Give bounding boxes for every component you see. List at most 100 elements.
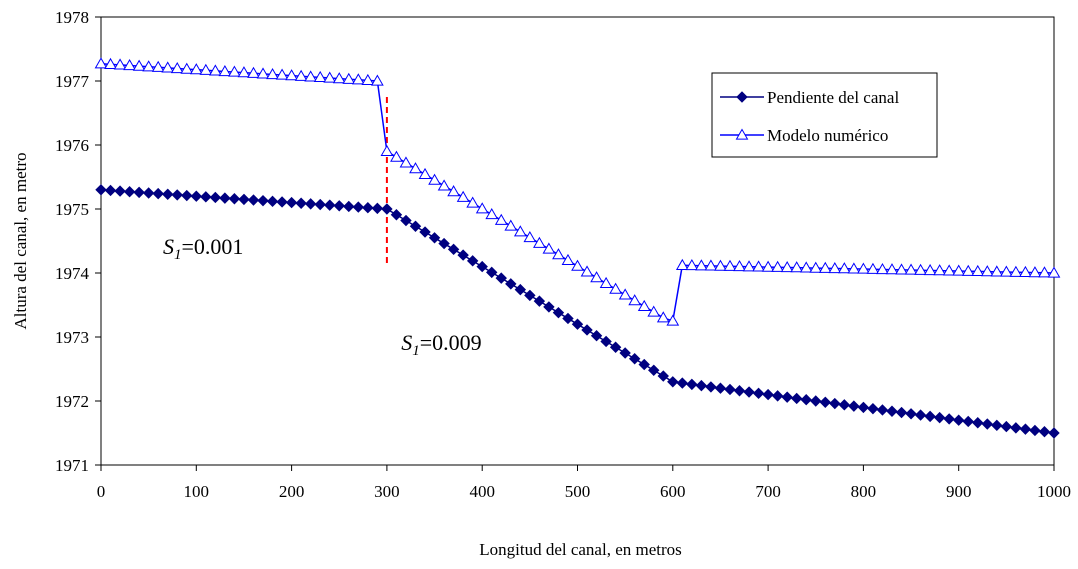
triangle-marker	[466, 196, 480, 208]
diamond-marker	[695, 379, 708, 392]
triangle-marker	[561, 253, 575, 266]
diamond-marker	[524, 289, 536, 302]
triangle-marker	[914, 263, 927, 275]
triangle-marker	[304, 70, 318, 82]
triangle-marker	[180, 62, 194, 74]
triangle-marker	[818, 261, 832, 273]
diamond-marker	[1029, 424, 1041, 437]
series-pendiente-del-canal	[95, 184, 1060, 439]
diamond-marker	[638, 358, 650, 371]
triangle-marker	[485, 208, 499, 220]
triangle-marker	[161, 61, 175, 73]
diamond-marker	[142, 187, 155, 199]
x-tick-label: 600	[660, 482, 686, 501]
y-tick-label: 1971	[55, 456, 89, 475]
diamond-marker	[781, 391, 793, 403]
diamond-marker	[943, 413, 955, 425]
triangle-marker	[247, 66, 260, 78]
diamond-marker	[667, 376, 679, 388]
legend-label: Modelo numérico	[767, 126, 888, 145]
diamond-marker	[190, 190, 203, 202]
triangle-marker	[142, 60, 156, 72]
slope-annotation: S1=0.001	[163, 234, 243, 263]
x-tick-label: 1000	[1037, 482, 1071, 501]
triangle-marker	[695, 259, 708, 271]
triangle-marker	[418, 167, 432, 179]
slope-subscript: 1	[174, 247, 182, 263]
slope-annotation: S1=0.009	[401, 330, 481, 359]
diamond-marker	[628, 353, 641, 365]
diamond-marker	[895, 406, 908, 419]
diamond-marker	[162, 188, 174, 200]
diamond-marker	[400, 214, 412, 227]
triangle-marker	[628, 294, 642, 306]
x-tick-label: 200	[279, 482, 305, 501]
y-tick-label: 1974	[55, 264, 90, 283]
triangle-marker	[735, 128, 749, 140]
diamond-marker	[838, 399, 851, 411]
diamond-marker	[476, 260, 488, 273]
diamond-marker	[1000, 420, 1013, 433]
legend: Pendiente del canal Modelo numérico	[711, 72, 938, 158]
triangle-marker	[256, 67, 270, 79]
diamond-marker	[514, 283, 527, 296]
diamond-marker	[447, 243, 460, 256]
triangle-marker	[475, 202, 489, 214]
diamond-marker	[209, 191, 222, 204]
diamond-marker	[114, 185, 126, 197]
diamond-marker	[552, 306, 565, 319]
diamond-marker	[123, 186, 136, 198]
diamond-marker	[343, 200, 355, 213]
diamond-marker	[419, 226, 431, 238]
triangle-marker	[294, 69, 308, 81]
series-layer	[94, 57, 1061, 439]
diamond-marker	[924, 410, 936, 423]
triangle-marker	[380, 144, 394, 157]
triangle-marker	[637, 299, 651, 311]
triangle-marker	[857, 262, 870, 274]
triangle-marker	[837, 262, 851, 274]
diamond-marker	[200, 191, 212, 203]
triangle-marker	[704, 259, 718, 271]
diamond-marker	[352, 201, 365, 213]
triangle-marker	[504, 219, 518, 231]
triangle-marker	[94, 57, 108, 69]
triangle-marker	[123, 58, 136, 71]
triangle-marker	[580, 265, 594, 277]
triangle-marker	[714, 259, 727, 271]
diamond-marker	[648, 364, 660, 376]
triangle-marker	[742, 260, 756, 272]
x-tick-label: 500	[565, 482, 591, 501]
diamond-marker	[133, 186, 145, 199]
x-tick-label: 800	[851, 482, 877, 501]
triangle-marker	[494, 213, 508, 225]
triangle-marker	[399, 156, 413, 168]
triangle-marker	[552, 248, 565, 260]
annotation-layer: S1=0.001 S1=0.009	[163, 234, 482, 359]
diamond-marker	[1038, 426, 1051, 438]
diamond-marker	[505, 278, 517, 290]
triangle-marker	[571, 259, 584, 271]
diamond-marker	[285, 196, 298, 209]
diamond-marker	[219, 192, 231, 204]
diamond-marker	[736, 91, 748, 103]
triangle-marker	[828, 261, 842, 274]
diamond-marker	[390, 209, 403, 221]
diamond-marker	[600, 335, 612, 348]
diamond-marker	[324, 199, 336, 211]
x-tick-label: 900	[946, 482, 972, 501]
diamond-marker	[257, 194, 269, 207]
triangle-marker	[542, 242, 556, 254]
diamond-marker	[571, 318, 584, 330]
diamond-marker	[819, 396, 831, 408]
triangle-marker	[590, 271, 603, 283]
triangle-marker	[933, 264, 947, 276]
diamond-marker	[152, 187, 164, 200]
diamond-marker	[295, 197, 307, 209]
triangle-marker	[533, 236, 546, 248]
diamond-marker	[876, 404, 889, 416]
diamond-marker	[1010, 422, 1022, 434]
triangle-marker	[1019, 265, 1032, 278]
triangle-marker	[771, 260, 784, 272]
